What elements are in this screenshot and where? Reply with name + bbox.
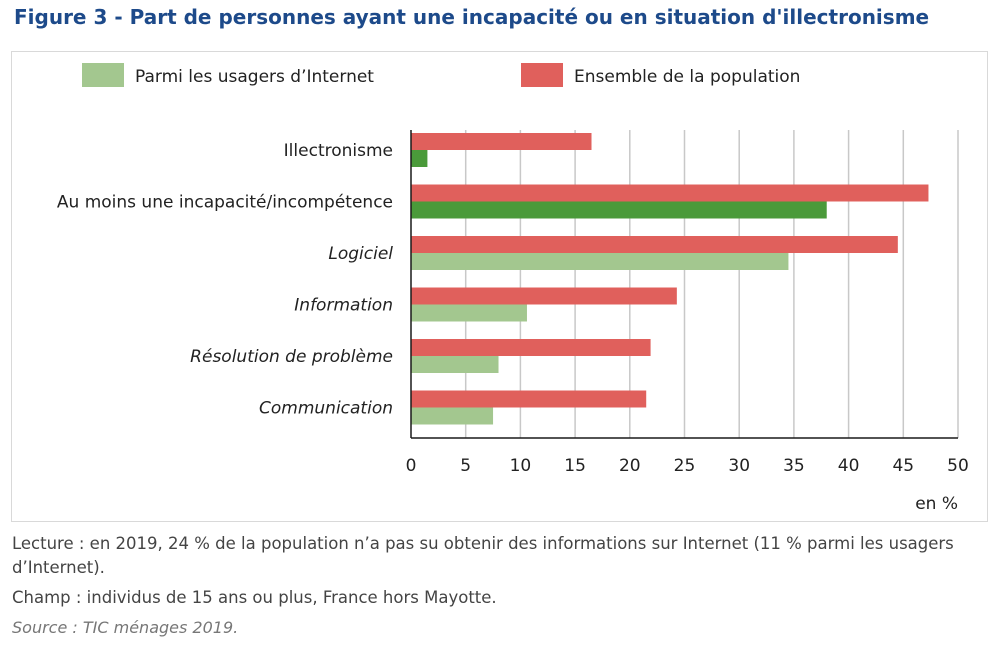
reading-note: Lecture : en 2019, 24 % de la population… [12,534,954,577]
x-tick-label-50: 50 [947,456,969,476]
legend-label-2: Ensemble de la population [574,67,800,87]
bar-internet-users-6 [411,407,494,425]
x-tick-label-5: 5 [460,456,471,476]
legend-swatch-2 [521,63,563,87]
legend-label-1: Parmi les usagers d’Internet [135,67,374,87]
category-label-5: Résolution de problème [190,347,393,367]
x-tick-label-15: 15 [564,456,586,476]
bar-population-1 [411,133,592,150]
x-axis-unit-label: en % [915,494,958,514]
bar-internet-users-1 [411,150,428,167]
chart-notes: Lecture : en 2019, 24 % de la population… [12,532,987,646]
bar-internet-users-5 [411,356,499,373]
x-tick-label-0: 0 [406,456,417,476]
bar-internet-users-2 [411,201,827,219]
x-tick-label-45: 45 [892,456,914,476]
chart-frame: Parmi les usagers d’Internet Ensemble de … [11,51,988,522]
x-tick-label-35: 35 [783,456,805,476]
x-tick-label-30: 30 [728,456,750,476]
category-label-3: Logiciel [328,244,393,264]
category-label-6: Communication [259,399,393,419]
figure-title: Figure 3 - Part de personnes ayant une i… [14,5,930,29]
scope-note: Champ : individus de 15 ans ou plus, Fra… [12,588,497,607]
bar-population-4 [411,287,677,305]
bar-internet-users-3 [411,253,789,270]
source-note: Source : TIC ménages 2019. [12,618,239,637]
category-label-4: Information [294,296,393,316]
x-tick-label-20: 20 [619,456,641,476]
bar-internet-users-4 [411,304,527,322]
bar-population-6 [411,390,647,408]
bar-population-2 [411,184,929,202]
category-label-1: Illectronisme [284,141,393,161]
bar-population-3 [411,236,898,253]
legend-swatch-1 [82,63,124,87]
bar-population-5 [411,339,651,356]
x-tick-label-40: 40 [838,456,860,476]
x-tick-label-10: 10 [510,456,532,476]
bar-chart: Parmi les usagers d’Internet Ensemble de … [57,63,969,514]
category-label-2: Au moins une incapacité/incompétence [57,193,393,213]
x-tick-label-25: 25 [674,456,696,476]
